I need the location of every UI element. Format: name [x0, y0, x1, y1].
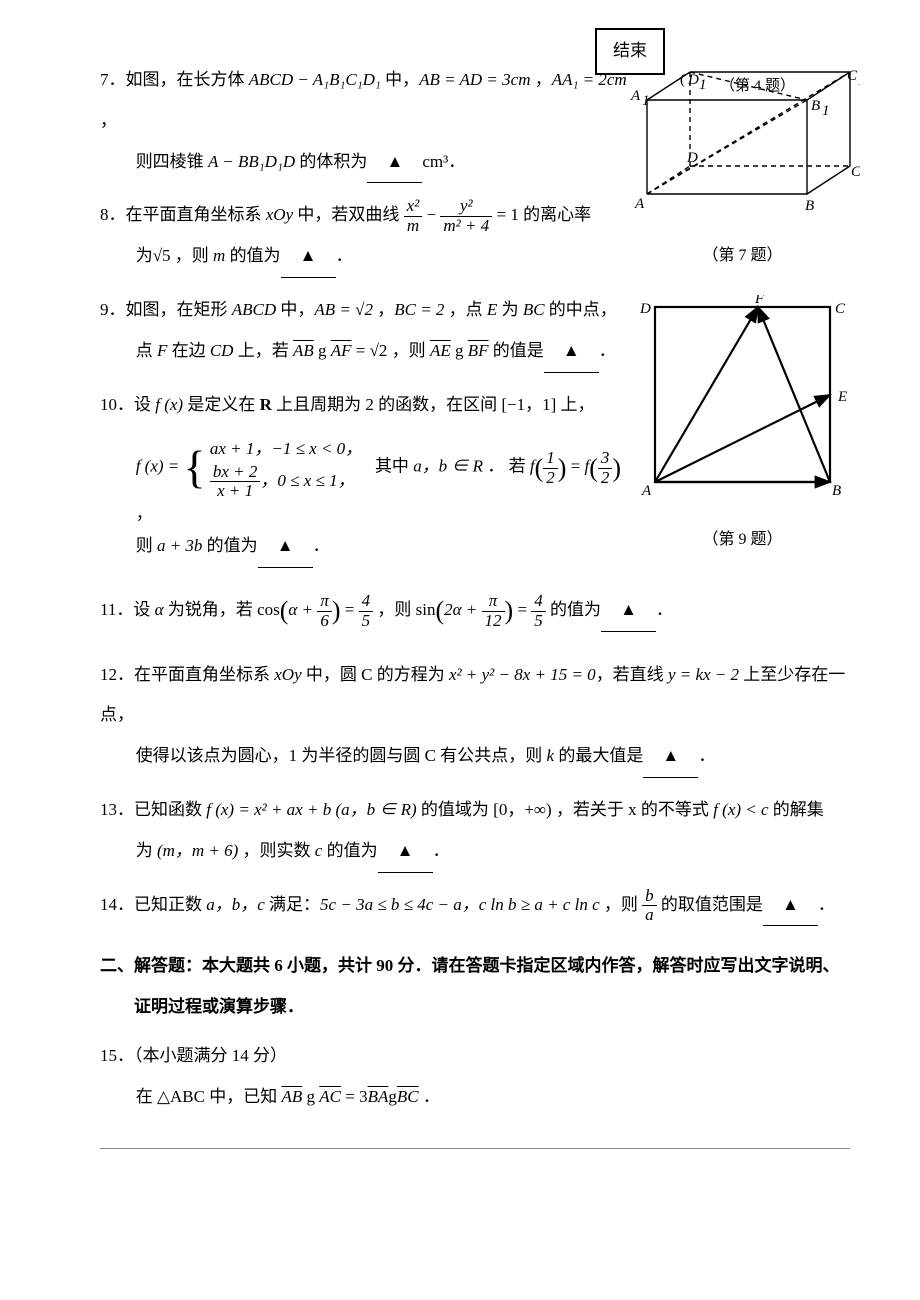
blank-11 [601, 590, 656, 632]
footer-rule [100, 1148, 850, 1149]
blank-12 [643, 736, 698, 778]
q8-num: 8． [100, 205, 126, 224]
question-9: 9．如图，在矩形 ABCD 中，AB = √2 ，BC = 2 ，点 E 为 B… [100, 290, 850, 373]
q12-num: 12． [100, 665, 134, 684]
question-10: 10．设 f (x) 是定义在 R 上且周期为 2 的函数，在区间 [−1，1]… [100, 385, 850, 569]
question-8: 8．在平面直角坐标系 xOy 中，若双曲线 x²m − y²m² + 4 = 1… [100, 195, 850, 278]
blank-8 [281, 236, 336, 278]
blank-9 [544, 331, 599, 373]
question-7: 7．如图，在长方体 ABCD − A₁B₁C₁D₁ 中，AB = AD = 3c… [100, 60, 850, 183]
question-14: 14．已知正数 a，b，c 满足：5c − 3a ≤ b ≤ 4c − a，c … [100, 885, 850, 927]
blank-7 [367, 142, 422, 184]
question-11: 11．设 α 为锐角，若 cos(α + π6) = 45 ，则 sin(2α … [100, 580, 850, 642]
svg-text:C: C [851, 164, 860, 180]
question-13: 13．已知函数 f (x) = x² + ax + b (a，b ∈ R) 的值… [100, 790, 850, 873]
q7-num: 7． [100, 70, 126, 89]
blank-10 [258, 526, 313, 568]
end-label: 结束 [613, 41, 647, 60]
q13-num: 13． [100, 800, 134, 819]
q9-num: 9． [100, 300, 126, 319]
q15-num: 15． [100, 1046, 134, 1065]
section-2-heading: 二、解答题：本大题共 6 小题，共计 90 分．请在答题卡指定区域内作答，解答时… [100, 946, 850, 1028]
question-15: 15．（本小题满分 14 分） 在 △ABC 中，已知 AB g AC = 3B… [100, 1036, 850, 1118]
q10-num: 10． [100, 395, 134, 414]
blank-14 [763, 885, 818, 927]
q14-num: 14． [100, 895, 134, 914]
blank-13 [378, 831, 433, 873]
question-12: 12．在平面直角坐标系 xOy 中，圆 C 的方程为 x² + y² − 8x … [100, 655, 850, 778]
q11-num: 11． [100, 600, 133, 619]
svg-text:1: 1 [858, 73, 860, 89]
